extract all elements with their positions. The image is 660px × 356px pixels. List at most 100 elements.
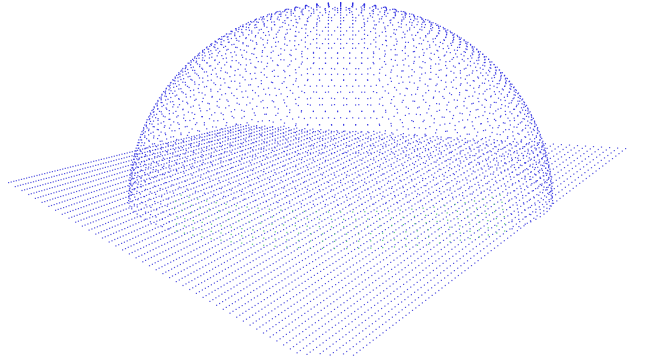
- plane-point: [313, 172, 314, 173]
- dome-point: [439, 243, 440, 244]
- plane-point: [582, 180, 583, 181]
- plane-point: [527, 187, 528, 188]
- plane-point: [129, 152, 130, 153]
- plane-point: [28, 183, 29, 184]
- plane-point: [111, 208, 112, 209]
- plane-point: [290, 348, 291, 349]
- plane-point: [342, 336, 343, 337]
- plane-point: [326, 171, 327, 172]
- plane-point: [409, 312, 410, 313]
- plane-point: [224, 185, 225, 186]
- dome-point: [286, 139, 287, 140]
- plane-point: [259, 242, 260, 243]
- plane-point: [255, 188, 256, 189]
- plane-point: [237, 152, 238, 153]
- plane-point: [126, 157, 127, 158]
- plane-point: [287, 269, 288, 270]
- plane-point: [169, 277, 170, 278]
- plane-point: [294, 304, 295, 305]
- plane-point: [256, 167, 257, 168]
- plane-point: [382, 134, 383, 135]
- plane-point: [305, 281, 306, 282]
- plane-point: [149, 194, 150, 195]
- plane-point: [185, 175, 186, 176]
- plane-point: [220, 135, 221, 136]
- plane-point: [247, 171, 248, 172]
- plane-point: [183, 149, 184, 150]
- plane-point: [217, 212, 218, 213]
- plane-point: [247, 229, 248, 230]
- plane-point: [232, 251, 233, 252]
- plane-point: [344, 131, 345, 132]
- plane-point: [178, 147, 179, 148]
- plane-point: [456, 171, 457, 172]
- dome-point: [536, 180, 537, 181]
- plane-point: [454, 139, 455, 140]
- plane-point: [206, 146, 207, 147]
- dome-point: [428, 142, 429, 143]
- plane-point: [285, 135, 286, 136]
- plane-point: [476, 224, 477, 225]
- plane-point: [87, 223, 88, 224]
- dome-point: [192, 158, 193, 159]
- plane-point: [399, 188, 400, 189]
- plane-point: [348, 218, 349, 219]
- plane-point: [385, 146, 386, 147]
- plane-point: [517, 208, 518, 209]
- plane-point: [286, 342, 287, 343]
- plane-point: [360, 299, 361, 300]
- plane-point: [480, 145, 481, 146]
- plane-point: [264, 132, 265, 133]
- plane-point: [433, 270, 434, 271]
- plane-point: [188, 239, 189, 240]
- plane-point: [315, 131, 316, 132]
- plane-point: [496, 182, 497, 183]
- plane-point: [401, 181, 402, 182]
- dome-point: [134, 175, 135, 176]
- plane-point: [380, 300, 381, 301]
- dome-point: [319, 226, 320, 227]
- dome-point: [355, 219, 356, 220]
- plane-point: [304, 128, 305, 129]
- plane-point: [473, 226, 474, 227]
- dome-point: [261, 128, 262, 129]
- plane-point: [426, 275, 427, 276]
- plane-point: [201, 226, 202, 227]
- plane-point: [297, 185, 298, 186]
- plane-point: [297, 155, 298, 156]
- plane-point: [309, 190, 310, 191]
- plane-point: [320, 174, 321, 175]
- plane-point: [108, 161, 109, 162]
- plane-point: [421, 263, 422, 264]
- plane-point: [187, 268, 188, 269]
- dome-point: [417, 238, 418, 239]
- plane-point: [146, 232, 147, 233]
- plane-point: [100, 163, 101, 164]
- plane-point: [372, 143, 373, 144]
- plane-point: [328, 175, 329, 176]
- plane-point: [72, 166, 73, 167]
- plane-point: [367, 270, 368, 271]
- plane-point: [321, 318, 322, 319]
- plane-point: [466, 159, 467, 160]
- plane-point: [380, 149, 381, 150]
- plane-point: [97, 184, 98, 185]
- plane-point: [128, 233, 129, 234]
- plane-point: [354, 303, 355, 304]
- plane-point: [226, 239, 227, 240]
- plane-point: [377, 295, 378, 296]
- plane-point: [566, 193, 567, 194]
- plane-point: [142, 214, 143, 215]
- plane-point: [130, 164, 131, 165]
- plane-point: [219, 199, 220, 200]
- dome-point: [548, 194, 549, 195]
- plane-point: [425, 292, 426, 293]
- plane-point: [202, 195, 203, 196]
- plane-point: [347, 269, 348, 270]
- plane-point: [155, 228, 156, 229]
- plane-point: [219, 150, 220, 151]
- plane-point: [116, 232, 117, 233]
- plane-point: [124, 192, 125, 193]
- dome-point: [460, 153, 461, 154]
- plane-point: [59, 174, 60, 175]
